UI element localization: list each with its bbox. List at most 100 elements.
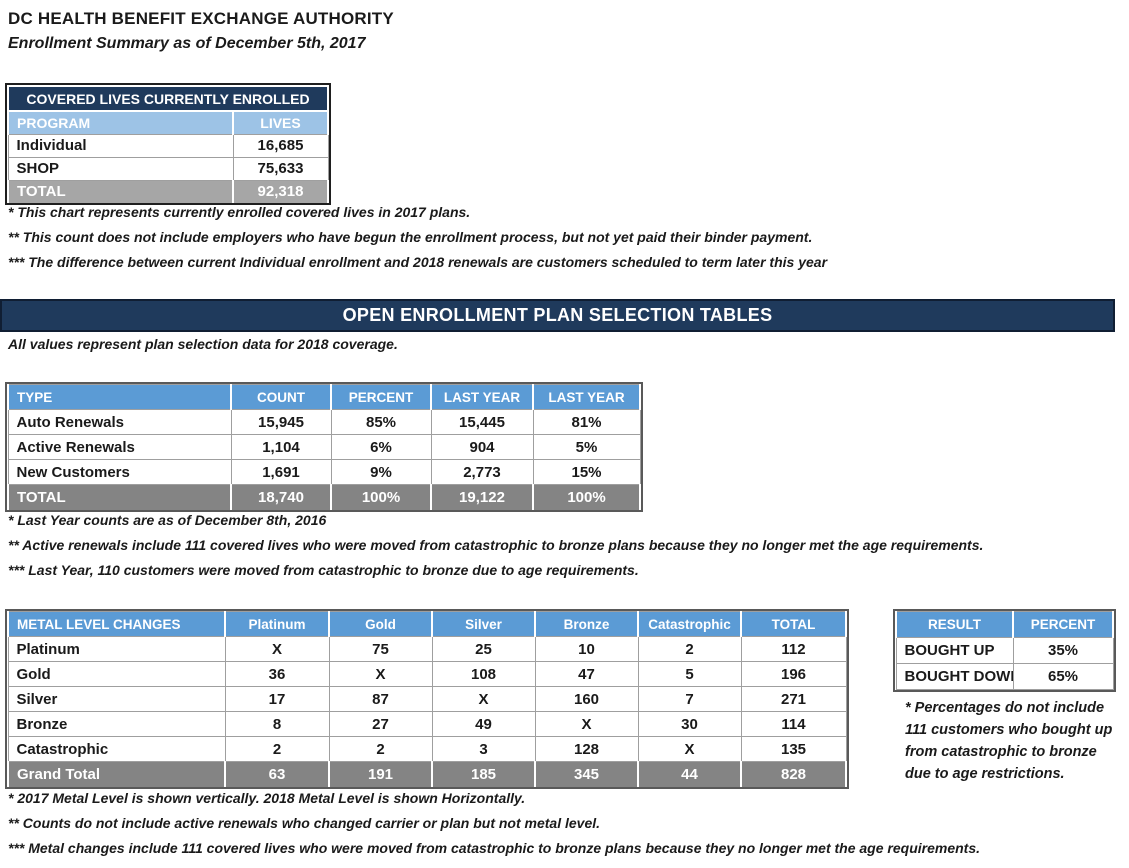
cell-total-count: 18,740 <box>230 484 332 510</box>
footnote: ** Active renewals include 111 covered l… <box>8 537 984 553</box>
cell-metal-level: Bronze <box>7 711 226 737</box>
cell-value: 10 <box>534 636 639 662</box>
cell-percent: 35% <box>1012 637 1114 664</box>
cell-value: X <box>224 636 330 662</box>
cell-percent: 85% <box>330 409 432 435</box>
total-row: TOTAL 92,318 <box>7 179 329 203</box>
total-row: Grand Total 63 191 185 345 44 828 <box>7 761 847 787</box>
cell-grand-total: 185 <box>431 761 536 787</box>
column-header-percent: PERCENT <box>330 384 432 410</box>
cell-grand-total: 44 <box>637 761 742 787</box>
cell-percent: 9% <box>330 459 432 485</box>
cell-value: 49 <box>431 711 536 737</box>
footnote: ** Counts do not include active renewals… <box>8 815 601 831</box>
cell-grand-total: 63 <box>224 761 330 787</box>
column-header-lastyear-percent: LAST YEAR <box>532 384 641 410</box>
cell-value: 87 <box>328 686 433 712</box>
table-row: Catastrophic 2 2 3 128 X 135 <box>7 736 847 762</box>
cell-total: 196 <box>740 661 847 687</box>
cell-value: 2 <box>637 636 742 662</box>
cell-metal-level: Catastrophic <box>7 736 226 762</box>
cell-value: 5 <box>637 661 742 687</box>
table-row: Silver 17 87 X 160 7 271 <box>7 686 847 712</box>
cell-value: 75 <box>328 636 433 662</box>
column-header-gold: Gold <box>328 611 433 637</box>
cell-lives: 75,633 <box>232 156 329 181</box>
covered-lives-footnotes: * This chart represents currently enroll… <box>8 205 1008 280</box>
column-header-program: PROGRAM <box>7 110 234 135</box>
table-row: Active Renewals 1,104 6% 904 5% <box>7 434 641 460</box>
cell-percent: 6% <box>330 434 432 460</box>
cell-result: BOUGHT DOWN <box>895 663 1014 690</box>
cell-value: 2 <box>328 736 433 762</box>
cell-value: 7 <box>637 686 742 712</box>
metal-changes-footnotes: * 2017 Metal Level is shown vertically. … <box>8 791 1118 866</box>
column-header-catastrophic: Catastrophic <box>637 611 742 637</box>
plan-selection-table: TYPE COUNT PERCENT LAST YEAR LAST YEAR A… <box>5 382 643 512</box>
cell-value: X <box>328 661 433 687</box>
table-row: Bronze 8 27 49 X 30 114 <box>7 711 847 737</box>
cell-lastyear-count: 15,445 <box>430 409 534 435</box>
column-header-type: TYPE <box>7 384 232 410</box>
footnote: *** Metal changes include 111 covered li… <box>8 840 980 856</box>
result-note: * Percentages do not include 111 custome… <box>905 700 1113 782</box>
table-row: BOUGHT DOWN 65% <box>895 663 1114 690</box>
cell-percent: 65% <box>1012 663 1114 690</box>
cell-value: 3 <box>431 736 536 762</box>
cell-total-lastyear-count: 19,122 <box>430 484 534 510</box>
cell-lives: 16,685 <box>232 133 329 158</box>
column-header-total: TOTAL <box>740 611 847 637</box>
cell-value: 47 <box>534 661 639 687</box>
cell-value: X <box>534 711 639 737</box>
table-title: COVERED LIVES CURRENTLY ENROLLED <box>7 85 329 112</box>
table-row: BOUGHT UP 35% <box>895 637 1114 664</box>
cell-value: 17 <box>224 686 330 712</box>
cell-value: 160 <box>534 686 639 712</box>
column-header-result: RESULT <box>895 611 1014 638</box>
cell-result: BOUGHT UP <box>895 637 1014 664</box>
footnote: * 2017 Metal Level is shown vertically. … <box>8 790 526 806</box>
footnote: *** The difference between current Indiv… <box>8 254 828 270</box>
cell-lastyear-percent: 5% <box>532 434 641 460</box>
cell-total: 135 <box>740 736 847 762</box>
table-row: SHOP 75,633 <box>7 156 329 181</box>
section-banner: OPEN ENROLLMENT PLAN SELECTION TABLES <box>0 299 1115 332</box>
table-title-row: COVERED LIVES CURRENTLY ENROLLED <box>7 85 329 112</box>
page-title: DC HEALTH BENEFIT EXCHANGE AUTHORITY <box>8 9 394 28</box>
cell-count: 1,691 <box>230 459 332 485</box>
cell-value: 36 <box>224 661 330 687</box>
cell-value: 8 <box>224 711 330 737</box>
cell-metal-level: Platinum <box>7 636 226 662</box>
cell-value: 128 <box>534 736 639 762</box>
footnote: * Last Year counts are as of December 8t… <box>8 512 327 528</box>
table-row: Gold 36 X 108 47 5 196 <box>7 661 847 687</box>
table-row: Individual 16,685 <box>7 133 329 158</box>
cell-total: 271 <box>740 686 847 712</box>
result-table: RESULT PERCENT BOUGHT UP 35% BOUGHT DOWN… <box>893 609 1116 692</box>
cell-count: 1,104 <box>230 434 332 460</box>
cell-grand-total: 345 <box>534 761 639 787</box>
cell-type: Auto Renewals <box>7 409 232 435</box>
cell-count: 15,945 <box>230 409 332 435</box>
cell-type: Active Renewals <box>7 434 232 460</box>
cell-type: New Customers <box>7 459 232 485</box>
column-header-row: PROGRAM LIVES <box>7 110 329 135</box>
cell-total-percent: 100% <box>330 484 432 510</box>
column-header-row: TYPE COUNT PERCENT LAST YEAR LAST YEAR <box>7 384 641 410</box>
plan-selection-footnotes: * Last Year counts are as of December 8t… <box>8 513 1058 588</box>
table-row: New Customers 1,691 9% 2,773 15% <box>7 459 641 485</box>
column-header-row: RESULT PERCENT <box>895 611 1114 638</box>
total-row: TOTAL 18,740 100% 19,122 100% <box>7 484 641 510</box>
cell-total-lastyear-percent: 100% <box>532 484 641 510</box>
cell-value: 108 <box>431 661 536 687</box>
column-header-platinum: Platinum <box>224 611 330 637</box>
cell-total: 112 <box>740 636 847 662</box>
cell-program: SHOP <box>7 156 234 181</box>
column-header-silver: Silver <box>431 611 536 637</box>
cell-grand-total: 828 <box>740 761 847 787</box>
column-header-count: COUNT <box>230 384 332 410</box>
cell-metal-level: Silver <box>7 686 226 712</box>
cell-lastyear-percent: 15% <box>532 459 641 485</box>
cell-total-value: 92,318 <box>232 179 329 203</box>
cell-total-label: TOTAL <box>7 179 234 203</box>
